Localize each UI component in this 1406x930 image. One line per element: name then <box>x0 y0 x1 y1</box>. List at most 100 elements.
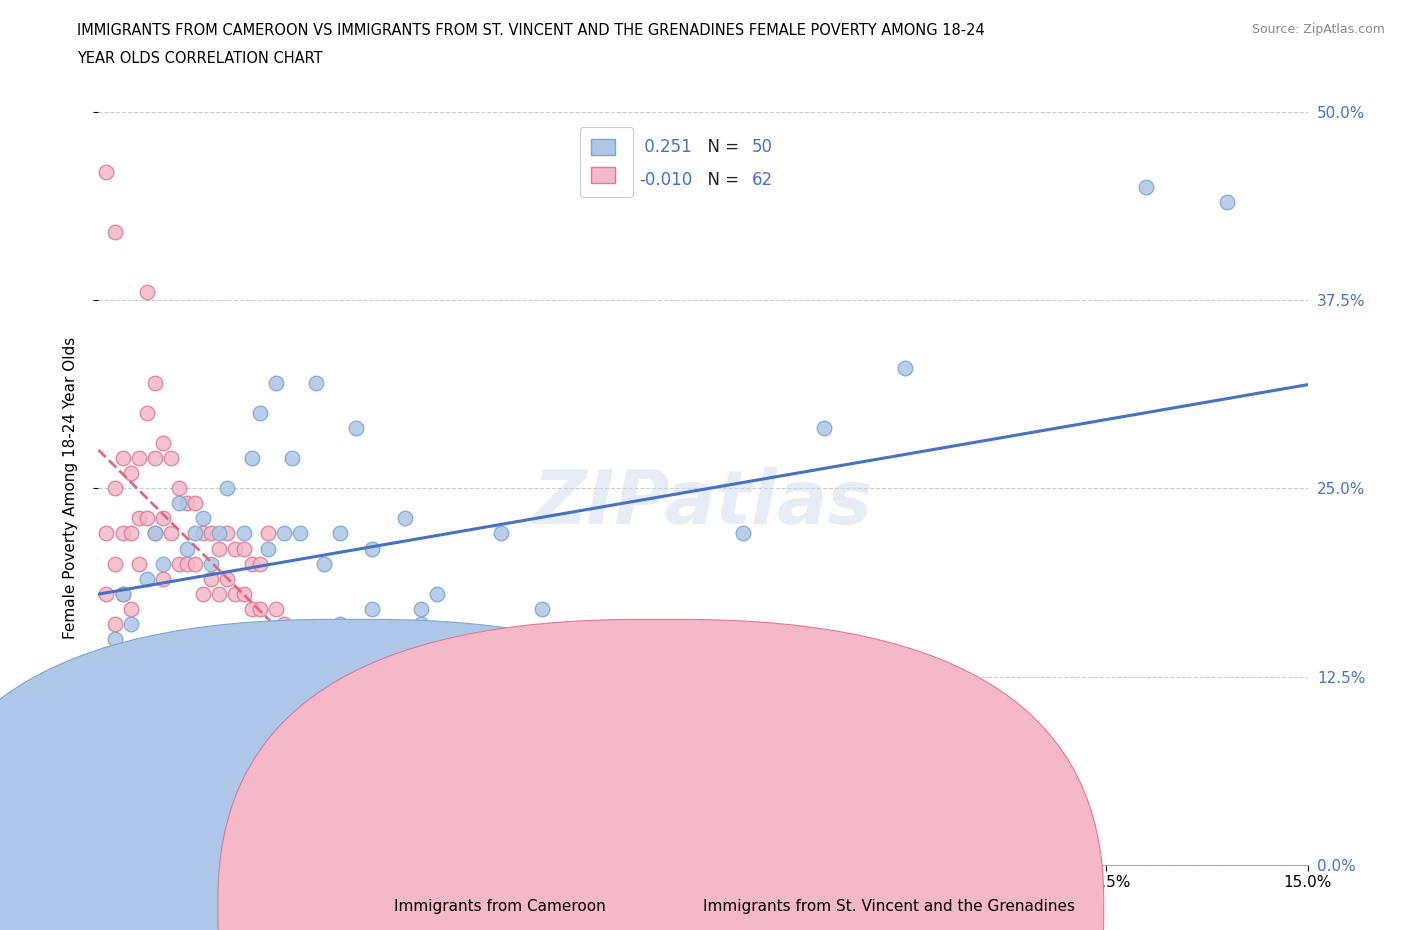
Point <box>96 646 118 661</box>
Point <box>184 526 207 541</box>
Point <box>193 526 215 541</box>
Point <box>288 646 311 661</box>
Point <box>1216 194 1239 209</box>
Point <box>651 661 673 676</box>
Point <box>128 451 150 466</box>
Point <box>394 511 416 525</box>
Point <box>200 526 222 541</box>
Point <box>394 631 416 646</box>
Point <box>167 481 190 496</box>
Text: -0.010: -0.010 <box>640 171 693 190</box>
Point <box>111 451 134 466</box>
Point <box>152 571 174 586</box>
Point <box>377 631 399 646</box>
Text: Immigrants from St. Vincent and the Grenadines: Immigrants from St. Vincent and the Gren… <box>703 899 1076 914</box>
Point <box>128 646 150 661</box>
Text: ZIPatlas: ZIPatlas <box>533 467 873 539</box>
Point <box>361 541 384 556</box>
Point <box>240 602 263 617</box>
Text: Source: ZipAtlas.com: Source: ZipAtlas.com <box>1251 23 1385 36</box>
Text: YEAR OLDS CORRELATION CHART: YEAR OLDS CORRELATION CHART <box>77 51 323 66</box>
Point <box>426 586 449 601</box>
Point <box>224 586 246 601</box>
Point <box>184 496 207 511</box>
Point <box>377 631 399 646</box>
Point <box>344 631 367 646</box>
Point <box>240 556 263 571</box>
Point <box>329 752 352 767</box>
Point <box>297 661 319 676</box>
Point <box>120 526 142 541</box>
Point <box>176 496 198 511</box>
Point <box>120 602 142 617</box>
Legend: , : , <box>579 127 633 197</box>
Point <box>344 767 367 782</box>
Point <box>143 526 166 541</box>
Point <box>813 420 835 435</box>
Text: 62: 62 <box>752 171 773 190</box>
Point <box>344 420 367 435</box>
Point <box>176 541 198 556</box>
Text: N =: N = <box>697 171 745 190</box>
Point <box>232 526 254 541</box>
Point <box>193 586 215 601</box>
Point <box>256 541 278 556</box>
Text: N =: N = <box>697 138 745 156</box>
Point <box>409 617 432 631</box>
Point <box>135 405 157 420</box>
Point <box>273 526 295 541</box>
Point <box>314 556 336 571</box>
Text: 0.251: 0.251 <box>640 138 692 156</box>
Text: R =: R = <box>591 138 627 156</box>
Point <box>200 571 222 586</box>
Point <box>264 602 287 617</box>
Point <box>256 526 278 541</box>
Point <box>103 481 125 496</box>
Point <box>329 526 352 541</box>
Point <box>128 511 150 525</box>
Point <box>249 405 271 420</box>
Point <box>240 451 263 466</box>
Point <box>208 541 231 556</box>
Point <box>120 466 142 481</box>
Point <box>208 586 231 601</box>
Point <box>409 602 432 617</box>
Point <box>96 165 118 179</box>
Point <box>314 661 336 676</box>
Point <box>120 617 142 631</box>
Point <box>974 722 997 737</box>
Point <box>135 511 157 525</box>
Point <box>96 526 118 541</box>
Y-axis label: Female Poverty Among 18-24 Year Olds: Female Poverty Among 18-24 Year Olds <box>63 338 77 640</box>
Point <box>571 646 593 661</box>
Point <box>103 556 125 571</box>
Point <box>96 586 118 601</box>
Text: R =: R = <box>591 171 627 190</box>
Point <box>361 602 384 617</box>
Point <box>217 571 239 586</box>
Point <box>733 526 755 541</box>
Point <box>450 646 472 661</box>
Point <box>264 376 287 391</box>
Point <box>893 360 915 375</box>
Point <box>152 435 174 450</box>
Point <box>273 617 295 631</box>
Point <box>103 631 125 646</box>
Point <box>305 646 328 661</box>
Point <box>128 556 150 571</box>
Point <box>111 526 134 541</box>
Point <box>208 526 231 541</box>
Point <box>232 541 254 556</box>
Point <box>249 556 271 571</box>
Point <box>224 541 246 556</box>
Point <box>193 511 215 525</box>
Point <box>167 556 190 571</box>
Point <box>409 782 432 797</box>
Point <box>491 526 513 541</box>
Point <box>1135 179 1157 194</box>
Point <box>103 617 125 631</box>
Text: IMMIGRANTS FROM CAMEROON VS IMMIGRANTS FROM ST. VINCENT AND THE GRENADINES FEMAL: IMMIGRANTS FROM CAMEROON VS IMMIGRANTS F… <box>77 23 986 38</box>
Point <box>314 737 336 751</box>
Point <box>152 511 174 525</box>
Point <box>135 285 157 299</box>
